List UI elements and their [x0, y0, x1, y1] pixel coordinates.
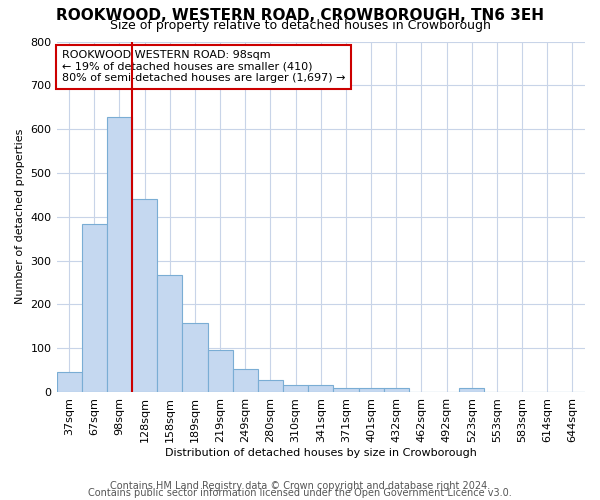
Bar: [459, 388, 484, 392]
Text: Size of property relative to detached houses in Crowborough: Size of property relative to detached ho…: [110, 18, 490, 32]
Text: Contains HM Land Registry data © Crown copyright and database right 2024.: Contains HM Land Registry data © Crown c…: [110, 481, 490, 491]
Bar: [308, 385, 334, 392]
Bar: [383, 388, 409, 392]
Text: ROOKWOOD WESTERN ROAD: 98sqm
← 19% of detached houses are smaller (410)
80% of s: ROOKWOOD WESTERN ROAD: 98sqm ← 19% of de…: [62, 50, 346, 84]
Bar: [82, 224, 107, 392]
Text: ROOKWOOD, WESTERN ROAD, CROWBOROUGH, TN6 3EH: ROOKWOOD, WESTERN ROAD, CROWBOROUGH, TN6…: [56, 8, 544, 22]
Bar: [157, 274, 182, 392]
Bar: [283, 385, 308, 392]
Bar: [359, 388, 383, 392]
Bar: [182, 323, 208, 392]
Bar: [56, 372, 82, 392]
Bar: [107, 117, 132, 392]
Bar: [208, 350, 233, 392]
Text: Contains public sector information licensed under the Open Government Licence v3: Contains public sector information licen…: [88, 488, 512, 498]
Bar: [334, 388, 359, 392]
Bar: [233, 369, 258, 392]
Y-axis label: Number of detached properties: Number of detached properties: [15, 129, 25, 304]
X-axis label: Distribution of detached houses by size in Crowborough: Distribution of detached houses by size …: [165, 448, 477, 458]
Bar: [132, 199, 157, 392]
Bar: [258, 380, 283, 392]
